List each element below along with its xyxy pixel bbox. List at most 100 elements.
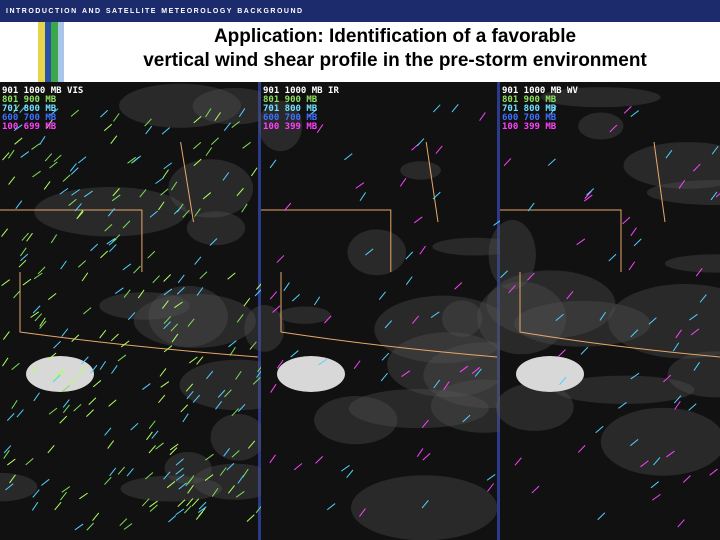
wind-barb <box>194 208 201 217</box>
wind-barb <box>531 485 540 494</box>
wind-barb <box>2 331 10 340</box>
wind-barb <box>193 141 202 150</box>
wind-barb <box>227 272 236 280</box>
legend-entry: 100 399 MB <box>263 122 318 132</box>
wind-barb <box>158 201 165 211</box>
wind-barb <box>16 409 24 418</box>
wind-barb <box>104 223 113 232</box>
wind-barb <box>99 329 107 339</box>
wind-barb <box>7 458 16 466</box>
wind-barb <box>111 365 118 374</box>
wind-barb <box>77 260 87 268</box>
wind-barb <box>650 481 659 489</box>
wind-barb <box>566 291 574 300</box>
wind-barb <box>48 407 58 415</box>
wind-barb <box>145 125 153 135</box>
wind-barb <box>155 442 164 450</box>
wind-barb <box>20 247 27 257</box>
wind-barb <box>576 238 586 246</box>
cloud-haze <box>244 304 285 352</box>
wind-barb <box>630 110 639 118</box>
wind-barb <box>166 481 176 489</box>
wind-barb <box>104 427 112 436</box>
wind-barb <box>1 279 10 287</box>
wind-barb <box>104 476 112 485</box>
wind-barb <box>223 448 231 457</box>
wind-barb <box>399 177 407 187</box>
cloud-haze <box>164 452 212 485</box>
wind-barb <box>413 216 423 224</box>
wind-barb <box>107 440 115 449</box>
wind-barb <box>130 422 139 431</box>
wind-barb <box>555 313 564 321</box>
wind-barb <box>3 450 10 459</box>
wind-barb <box>144 118 152 127</box>
wind-barb <box>151 430 159 439</box>
wind-barb <box>30 365 38 375</box>
wind-barb <box>652 493 661 501</box>
wind-barb <box>22 278 32 286</box>
wind-barb <box>276 255 285 263</box>
wind-barb <box>111 194 121 202</box>
storm-cloud <box>516 356 584 392</box>
wind-barb <box>61 385 70 393</box>
wind-barb <box>177 274 185 284</box>
cloud-haze <box>400 161 441 180</box>
cloud-haze <box>554 375 695 404</box>
wind-barb <box>673 395 682 404</box>
wind-barb <box>155 177 164 185</box>
wind-barb <box>147 250 156 259</box>
wind-barb <box>62 399 70 408</box>
wind-barb <box>69 375 78 384</box>
wind-barb <box>114 287 124 295</box>
wind-barb <box>133 265 141 274</box>
cloud-haze <box>0 472 38 502</box>
wind-barb <box>443 381 450 391</box>
wind-barb <box>316 124 324 133</box>
wind-barb <box>692 163 701 172</box>
wind-barb <box>31 143 40 150</box>
cloud-haze <box>34 187 187 237</box>
wind-barb <box>688 313 698 321</box>
wind-barb <box>149 500 158 508</box>
wind-barb <box>32 170 41 178</box>
wind-barb <box>711 145 719 155</box>
wind-barb <box>123 289 131 298</box>
satellite-image <box>500 82 720 540</box>
wind-barb <box>206 370 214 380</box>
legend-entry: 100 699 MB <box>2 122 57 132</box>
wind-barb <box>412 315 420 324</box>
wind-barb <box>308 109 317 117</box>
wind-barb <box>653 457 661 466</box>
wind-barb <box>103 123 113 132</box>
wind-barb <box>54 501 62 511</box>
wind-barb <box>146 431 153 441</box>
wind-barb <box>39 317 46 327</box>
legend-entry: 100 399 MB <box>502 122 557 132</box>
wind-barb <box>665 149 673 159</box>
wind-barb <box>323 315 332 324</box>
wind-barb <box>182 413 189 423</box>
wind-barb <box>108 399 117 407</box>
wind-barb <box>211 487 219 497</box>
wind-barb <box>235 370 242 380</box>
slide-title-line1: Application: Identification of a favorab… <box>213 26 577 47</box>
wind-barb <box>122 263 132 271</box>
wind-barb <box>110 135 118 144</box>
wind-barb <box>630 329 639 338</box>
wind-barb <box>158 394 166 403</box>
wind-barb <box>112 113 120 122</box>
legend-entry: 701 800 MB <box>502 104 557 114</box>
wind-barb <box>79 492 88 500</box>
wind-barb <box>695 267 703 277</box>
wind-barb <box>50 108 59 116</box>
wind-barb <box>83 307 92 315</box>
wind-barb <box>86 522 95 531</box>
wind-barb <box>344 153 353 161</box>
wind-barb <box>238 108 246 118</box>
wind-barb <box>586 188 595 196</box>
wind-barb <box>100 250 109 259</box>
cloud-haze <box>540 87 661 108</box>
wind-barb <box>419 245 426 255</box>
